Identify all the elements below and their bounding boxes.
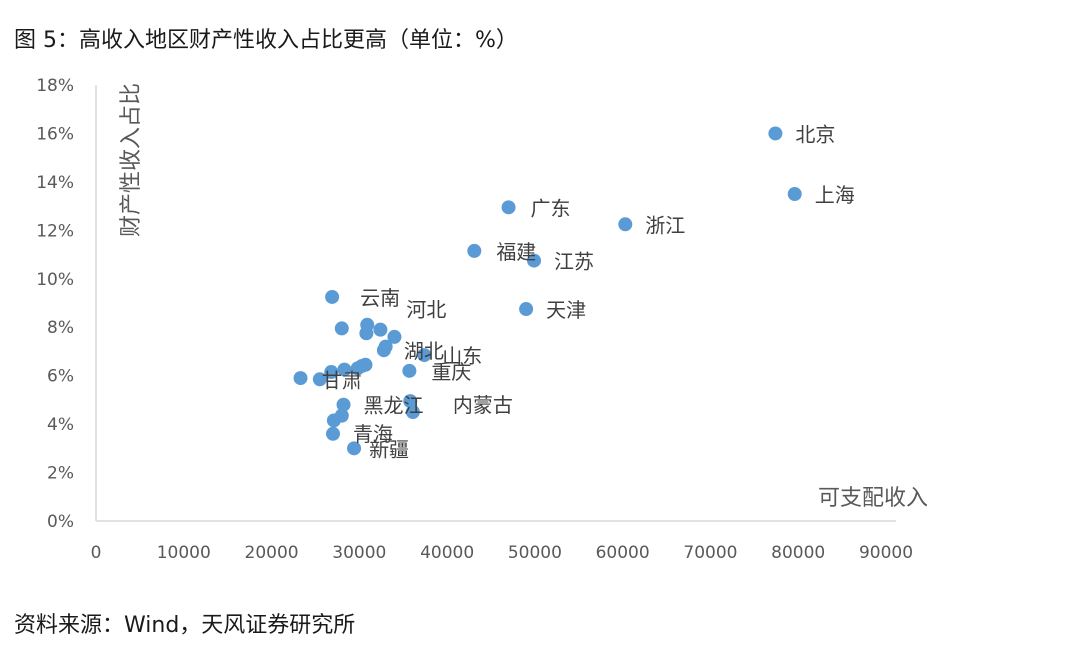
x-tick-label: 50000 — [508, 543, 562, 563]
point-label: 湖北 — [404, 339, 444, 363]
y-tick-label: 12% — [36, 221, 74, 241]
x-tick-label: 60000 — [596, 543, 650, 563]
data-point — [376, 343, 391, 358]
x-tick-labels: 0 10000 20000 30000 40000 50000 60000 70000 8000… — [91, 543, 913, 563]
point-label: 福建 — [496, 240, 536, 264]
y-tick-labels: 0% 2% 4% 6% 8% 10% 12% 14% 16% 18% — [36, 76, 74, 532]
point-label: 天津 — [546, 298, 586, 322]
data-point — [373, 322, 388, 337]
y-tick-label: 14% — [36, 173, 74, 193]
y-tick-label: 4% — [47, 415, 74, 435]
data-point — [402, 363, 417, 378]
point-label: 广东 — [531, 196, 571, 220]
y-tick-label: 16% — [36, 124, 74, 144]
point-label: 上海 — [815, 183, 855, 207]
data-points — [293, 126, 802, 456]
x-tick-label: 20000 — [245, 543, 299, 563]
data-point — [326, 426, 340, 441]
x-tick-label: 90000 — [859, 543, 913, 563]
point-label: 北京 — [795, 122, 835, 146]
data-point — [326, 413, 341, 428]
scatter-chart: 0 10000 20000 30000 40000 50000 60000 70000 8000… — [36, 76, 928, 563]
data-point — [405, 405, 420, 419]
point-label: 重庆 — [431, 360, 471, 384]
point-label: 内蒙古 — [453, 393, 513, 417]
data-point — [347, 441, 362, 456]
y-tick-label: 6% — [47, 367, 74, 387]
y-tick-label: 0% — [47, 512, 74, 532]
x-tick-label: 0 — [91, 543, 102, 563]
y-tick-label: 18% — [36, 76, 74, 96]
point-label: 山东 — [442, 344, 482, 368]
data-point — [403, 394, 418, 409]
point-label: 新疆 — [369, 437, 409, 461]
data-point — [467, 243, 482, 258]
figure-title: 图 5：高收入地区财产性收入占比更高（单位：%） — [14, 28, 518, 53]
data-point — [787, 187, 802, 201]
point-label: 黑龙江 — [364, 394, 424, 418]
data-point — [334, 321, 349, 336]
x-tick-label: 40000 — [420, 543, 474, 563]
data-point — [293, 371, 308, 386]
data-point — [324, 365, 339, 380]
y-axis-title: 财产性收入占比 — [119, 83, 144, 237]
x-axis-title: 可支配收入 — [818, 486, 928, 511]
data-point — [768, 126, 783, 141]
data-point — [337, 362, 352, 377]
point-label: 浙江 — [645, 213, 685, 237]
data-point — [519, 302, 534, 317]
y-tick-label: 10% — [36, 270, 74, 290]
y-tick-label: 2% — [47, 464, 74, 484]
x-tick-label: 30000 — [332, 543, 386, 563]
data-point — [527, 253, 542, 268]
data-point — [618, 217, 633, 232]
x-tick-label: 70000 — [683, 543, 737, 563]
point-label: 甘肃 — [322, 368, 362, 392]
data-point — [359, 326, 374, 341]
point-label: 青海 — [353, 422, 393, 446]
data-point — [417, 348, 432, 363]
data-point — [312, 372, 327, 387]
point-label: 河北 — [406, 298, 446, 322]
data-point — [387, 329, 402, 344]
data-point — [325, 289, 340, 304]
data-point — [350, 361, 365, 376]
x-tick-label: 10000 — [157, 543, 211, 563]
point-label: 江苏 — [554, 250, 594, 274]
y-tick-label: 8% — [47, 318, 74, 338]
point-label: 云南 — [360, 286, 400, 310]
x-tick-label: 80000 — [771, 543, 825, 563]
data-point — [501, 200, 516, 215]
data-point — [336, 397, 351, 412]
source-note: 资料来源：Wind，天风证券研究所 — [14, 613, 356, 638]
